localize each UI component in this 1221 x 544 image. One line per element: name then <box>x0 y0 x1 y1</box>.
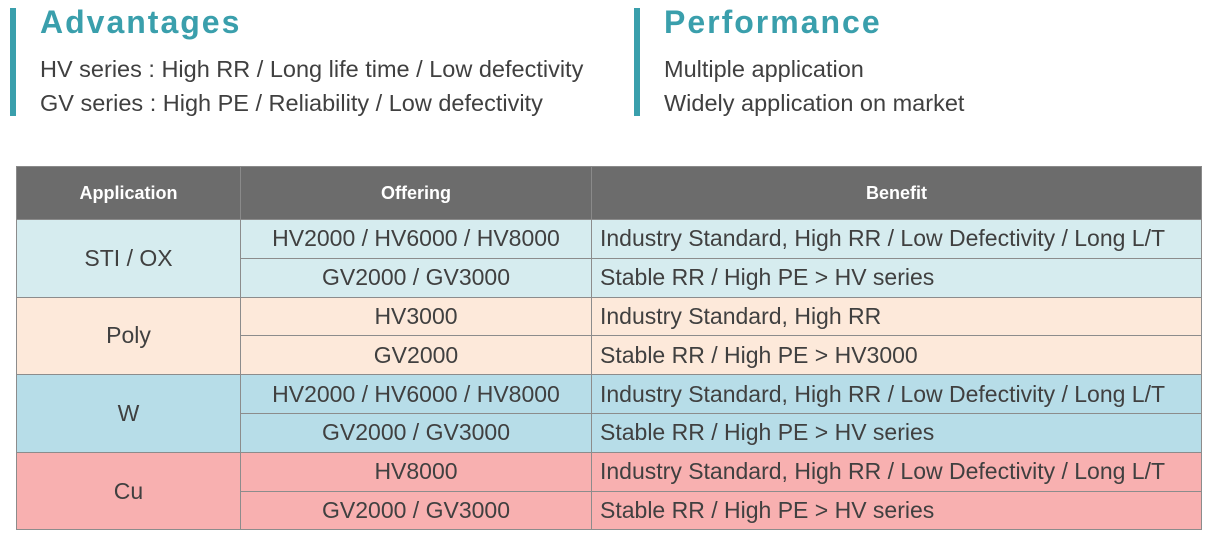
performance-panel: Performance Multiple application Widely … <box>634 4 1194 116</box>
table-row: Cu HV8000 Industry Standard, High RR / L… <box>16 451 1202 531</box>
benefit-cell: Stable RR / High PE > HV series <box>591 412 1202 453</box>
performance-line: Widely application on market <box>664 90 965 116</box>
table-row: Poly HV3000 Industry Standard, High RR <box>16 296 1202 376</box>
table-row: GV2000 / GV3000 Stable RR / High PE > HV… <box>17 257 1202 298</box>
offering-cell: HV8000 <box>240 451 592 492</box>
table-row: GV2000 / GV3000 Stable RR / High PE > HV… <box>17 412 1202 453</box>
offering-cell: GV2000 / GV3000 <box>240 490 592 531</box>
benefit-cell: Stable RR / High PE > HV3000 <box>591 335 1202 376</box>
application-cell: W <box>16 374 241 453</box>
table-row: GV2000 / GV3000 Stable RR / High PE > HV… <box>17 490 1202 531</box>
benefit-cell: Industry Standard, High RR / Low Defecti… <box>591 219 1202 259</box>
offering-cell: GV2000 / GV3000 <box>240 257 592 298</box>
benefit-cell: Industry Standard, High RR / Low Defecti… <box>591 374 1202 414</box>
application-table: Application Offering Benefit STI / OX HV… <box>16 166 1202 531</box>
offering-cell: GV2000 <box>240 335 592 376</box>
performance-title: Performance <box>664 4 882 40</box>
table-row: STI / OX HV2000 / HV6000 / HV8000 Indust… <box>16 219 1202 298</box>
table-row: W HV2000 / HV6000 / HV8000 Industry Stan… <box>16 374 1202 453</box>
header-application: Application <box>16 166 241 220</box>
benefit-cell: Stable RR / High PE > HV series <box>591 490 1202 531</box>
application-cell: Poly <box>16 296 241 376</box>
offering-cell: GV2000 / GV3000 <box>240 412 592 453</box>
offering-cell: HV3000 <box>240 296 592 337</box>
advantages-title: Advantages <box>40 4 242 40</box>
table-header-row: Application Offering Benefit <box>16 166 1202 220</box>
advantages-line: GV series : High PE / Reliability / Low … <box>40 90 543 116</box>
advantages-line: HV series : High RR / Long life time / L… <box>40 56 584 82</box>
accent-bar <box>634 8 640 116</box>
application-cell: Cu <box>16 451 241 531</box>
accent-bar <box>10 8 16 116</box>
benefit-cell: Industry Standard, High RR / Low Defecti… <box>591 451 1202 492</box>
application-cell: STI / OX <box>16 219 241 298</box>
benefit-cell: Stable RR / High PE > HV series <box>591 257 1202 298</box>
benefit-cell: Industry Standard, High RR <box>591 296 1202 337</box>
offering-cell: HV2000 / HV6000 / HV8000 <box>240 219 592 259</box>
header-offering: Offering <box>240 166 592 220</box>
performance-line: Multiple application <box>664 56 864 82</box>
offering-cell: HV2000 / HV6000 / HV8000 <box>240 374 592 414</box>
advantages-panel: Advantages HV series : High RR / Long li… <box>10 4 610 116</box>
table-row: GV2000 Stable RR / High PE > HV3000 <box>17 335 1202 376</box>
header-benefit: Benefit <box>591 166 1202 220</box>
